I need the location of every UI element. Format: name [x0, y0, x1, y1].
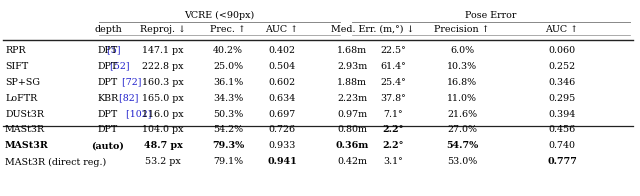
Text: SIFT: SIFT [5, 62, 28, 71]
Text: 2.2°: 2.2° [382, 125, 404, 134]
Text: LoFTR: LoFTR [5, 93, 37, 103]
Text: 50.3%: 50.3% [213, 110, 243, 119]
Text: 3.1°: 3.1° [383, 158, 403, 166]
Text: DPT: DPT [98, 110, 118, 119]
Text: 54.7%: 54.7% [446, 142, 478, 151]
Text: 0.726: 0.726 [268, 125, 296, 134]
Text: SP+SG: SP+SG [5, 77, 40, 86]
Text: 11.0%: 11.0% [447, 93, 477, 103]
Text: 0.634: 0.634 [268, 93, 296, 103]
Text: 21.6%: 21.6% [447, 110, 477, 119]
Text: MASt3R: MASt3R [5, 125, 45, 134]
Text: [72]: [72] [119, 77, 141, 86]
Text: 61.4°: 61.4° [380, 62, 406, 71]
Text: 53.0%: 53.0% [447, 158, 477, 166]
Text: 0.402: 0.402 [269, 45, 296, 54]
Text: Prec. ↑: Prec. ↑ [210, 24, 246, 34]
Text: 34.3%: 34.3% [213, 93, 243, 103]
Text: 53.2 px: 53.2 px [145, 158, 181, 166]
Text: 6.0%: 6.0% [450, 45, 474, 54]
Text: [5]: [5] [104, 45, 121, 54]
Text: 0.740: 0.740 [548, 142, 575, 151]
Text: 0.295: 0.295 [548, 93, 575, 103]
Text: 0.941: 0.941 [267, 158, 297, 166]
Text: 160.3 px: 160.3 px [142, 77, 184, 86]
Text: MASt3R (direct reg.): MASt3R (direct reg.) [5, 157, 106, 167]
Text: 0.36m: 0.36m [335, 142, 369, 151]
Text: 22.5°: 22.5° [380, 45, 406, 54]
Text: 0.933: 0.933 [268, 142, 296, 151]
Text: 0.697: 0.697 [268, 110, 296, 119]
Text: 0.456: 0.456 [548, 125, 575, 134]
Text: 0.42m: 0.42m [337, 158, 367, 166]
Text: 10.3%: 10.3% [447, 62, 477, 71]
Text: 54.2%: 54.2% [213, 125, 243, 134]
Text: VCRE (<90px): VCRE (<90px) [184, 10, 255, 20]
Text: 1.68m: 1.68m [337, 45, 367, 54]
Text: 0.252: 0.252 [548, 62, 575, 71]
Text: 36.1%: 36.1% [213, 77, 243, 86]
Text: 165.0 px: 165.0 px [142, 93, 184, 103]
Text: 0.394: 0.394 [548, 110, 575, 119]
Text: 79.3%: 79.3% [212, 142, 244, 151]
Text: 0.80m: 0.80m [337, 125, 367, 134]
Text: 1.88m: 1.88m [337, 77, 367, 86]
Text: 16.8%: 16.8% [447, 77, 477, 86]
Text: 0.777: 0.777 [547, 158, 577, 166]
Text: 0.97m: 0.97m [337, 110, 367, 119]
Text: 25.4°: 25.4° [380, 77, 406, 86]
Text: 104.0 px: 104.0 px [142, 125, 184, 134]
Text: 2.93m: 2.93m [337, 62, 367, 71]
Text: [102]: [102] [123, 110, 152, 119]
Text: depth: depth [94, 24, 122, 34]
Text: DPT: DPT [98, 125, 118, 134]
Text: (auto): (auto) [92, 142, 124, 151]
Text: 0.602: 0.602 [268, 77, 296, 86]
Text: MASt3R: MASt3R [5, 142, 49, 151]
Text: Med. Err. (m,°) ↓: Med. Err. (m,°) ↓ [331, 24, 414, 34]
Text: [82]: [82] [116, 93, 139, 103]
Text: 0.060: 0.060 [548, 45, 575, 54]
Text: [52]: [52] [107, 62, 130, 71]
Text: 27.0%: 27.0% [447, 125, 477, 134]
Text: 79.1%: 79.1% [213, 158, 243, 166]
Text: 2.23m: 2.23m [337, 93, 367, 103]
Text: 222.8 px: 222.8 px [142, 62, 184, 71]
Text: 2.2°: 2.2° [382, 142, 404, 151]
Text: 147.1 px: 147.1 px [142, 45, 184, 54]
Text: 0.346: 0.346 [548, 77, 575, 86]
Text: 7.1°: 7.1° [383, 110, 403, 119]
Text: RPR: RPR [5, 45, 26, 54]
Text: Pose Error: Pose Error [465, 11, 516, 19]
Text: 0.504: 0.504 [268, 62, 296, 71]
Text: DPT: DPT [98, 45, 118, 54]
Text: DUSt3R: DUSt3R [5, 110, 44, 119]
Text: 116.0 px: 116.0 px [142, 110, 184, 119]
Text: DPT: DPT [98, 62, 118, 71]
Text: 37.8°: 37.8° [380, 93, 406, 103]
Text: Reproj. ↓: Reproj. ↓ [140, 24, 186, 34]
Text: AUC ↑: AUC ↑ [266, 24, 299, 34]
Text: 40.2%: 40.2% [213, 45, 243, 54]
Text: 25.0%: 25.0% [213, 62, 243, 71]
Text: Precision ↑: Precision ↑ [434, 24, 490, 34]
Text: 48.7 px: 48.7 px [143, 142, 182, 151]
Text: AUC ↑: AUC ↑ [545, 24, 579, 34]
Text: DPT: DPT [98, 77, 118, 86]
Text: KBR: KBR [97, 93, 118, 103]
